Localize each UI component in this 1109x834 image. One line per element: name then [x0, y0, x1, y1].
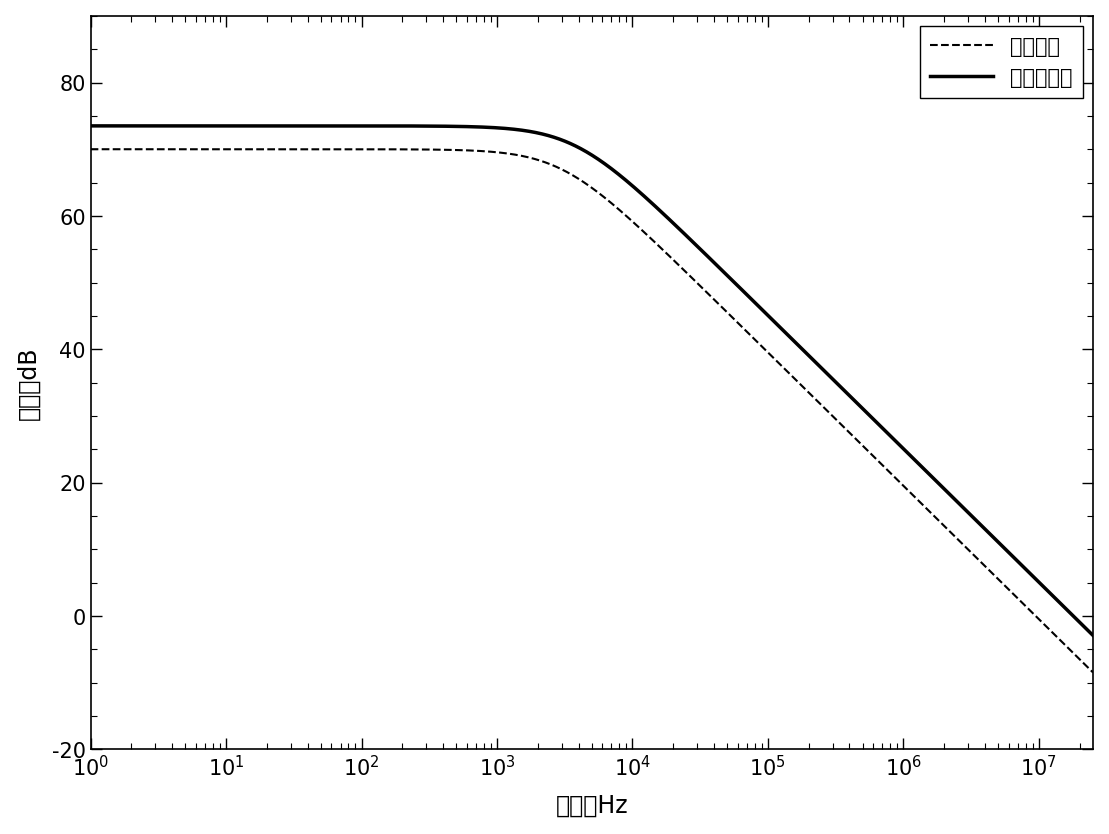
本发明运放 [468, 123, 481, 133]
传统运放 [257, 145, 271, 155]
本发明运放 [84, 122, 98, 132]
Y-axis label: 增益，dB: 增益，dB [17, 346, 41, 420]
本发明运放 [511, 125, 525, 135]
X-axis label: 频率，Hz: 频率，Hz [556, 793, 628, 817]
Line: 传统运放: 传统运放 [91, 150, 1092, 672]
传统运放 [84, 145, 98, 155]
传统运放 [1086, 667, 1099, 677]
传统运放 [958, 542, 971, 552]
本发明运放 [958, 505, 971, 515]
传统运放 [199, 145, 212, 155]
本发明运放 [1066, 611, 1079, 621]
传统运放 [1066, 648, 1079, 658]
Line: 本发明运放: 本发明运放 [91, 127, 1092, 636]
本发明运放 [199, 122, 212, 132]
本发明运放 [1086, 631, 1099, 641]
本发明运放 [257, 122, 271, 132]
Legend: 传统运放, 本发明运放: 传统运放, 本发明运放 [919, 27, 1082, 98]
传统运放 [468, 147, 481, 157]
传统运放 [511, 151, 525, 161]
